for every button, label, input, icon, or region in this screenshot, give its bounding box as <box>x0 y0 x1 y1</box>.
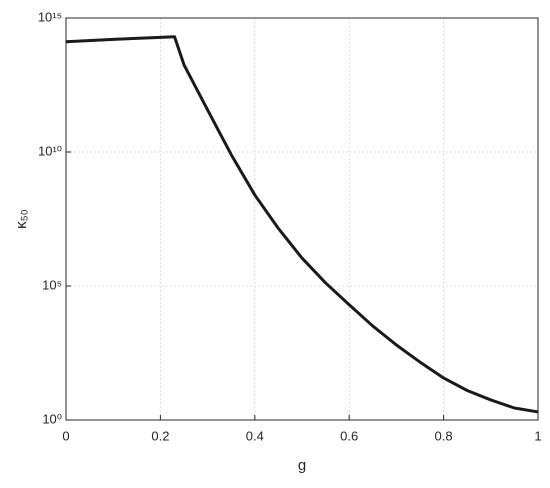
x-axis-label: g <box>298 457 306 474</box>
y-tick-label: 10¹⁵ <box>38 9 62 24</box>
x-tick-label: 1 <box>534 428 541 443</box>
plot-frame <box>65 17 539 421</box>
x-tick-label: 0.4 <box>246 428 264 443</box>
data-line <box>65 35 539 414</box>
y-tick-label: 10⁰ <box>42 411 62 426</box>
y-tick-label: 10¹⁰ <box>38 143 62 158</box>
x-tick-label: 0.8 <box>435 428 453 443</box>
x-tick-label: 0.2 <box>151 428 169 443</box>
y-axis-label: κ₅₀ <box>13 209 30 229</box>
y-tick-label: 10⁵ <box>42 277 62 292</box>
x-tick-label: 0.6 <box>340 428 358 443</box>
x-tick-label: 0 <box>62 428 69 443</box>
